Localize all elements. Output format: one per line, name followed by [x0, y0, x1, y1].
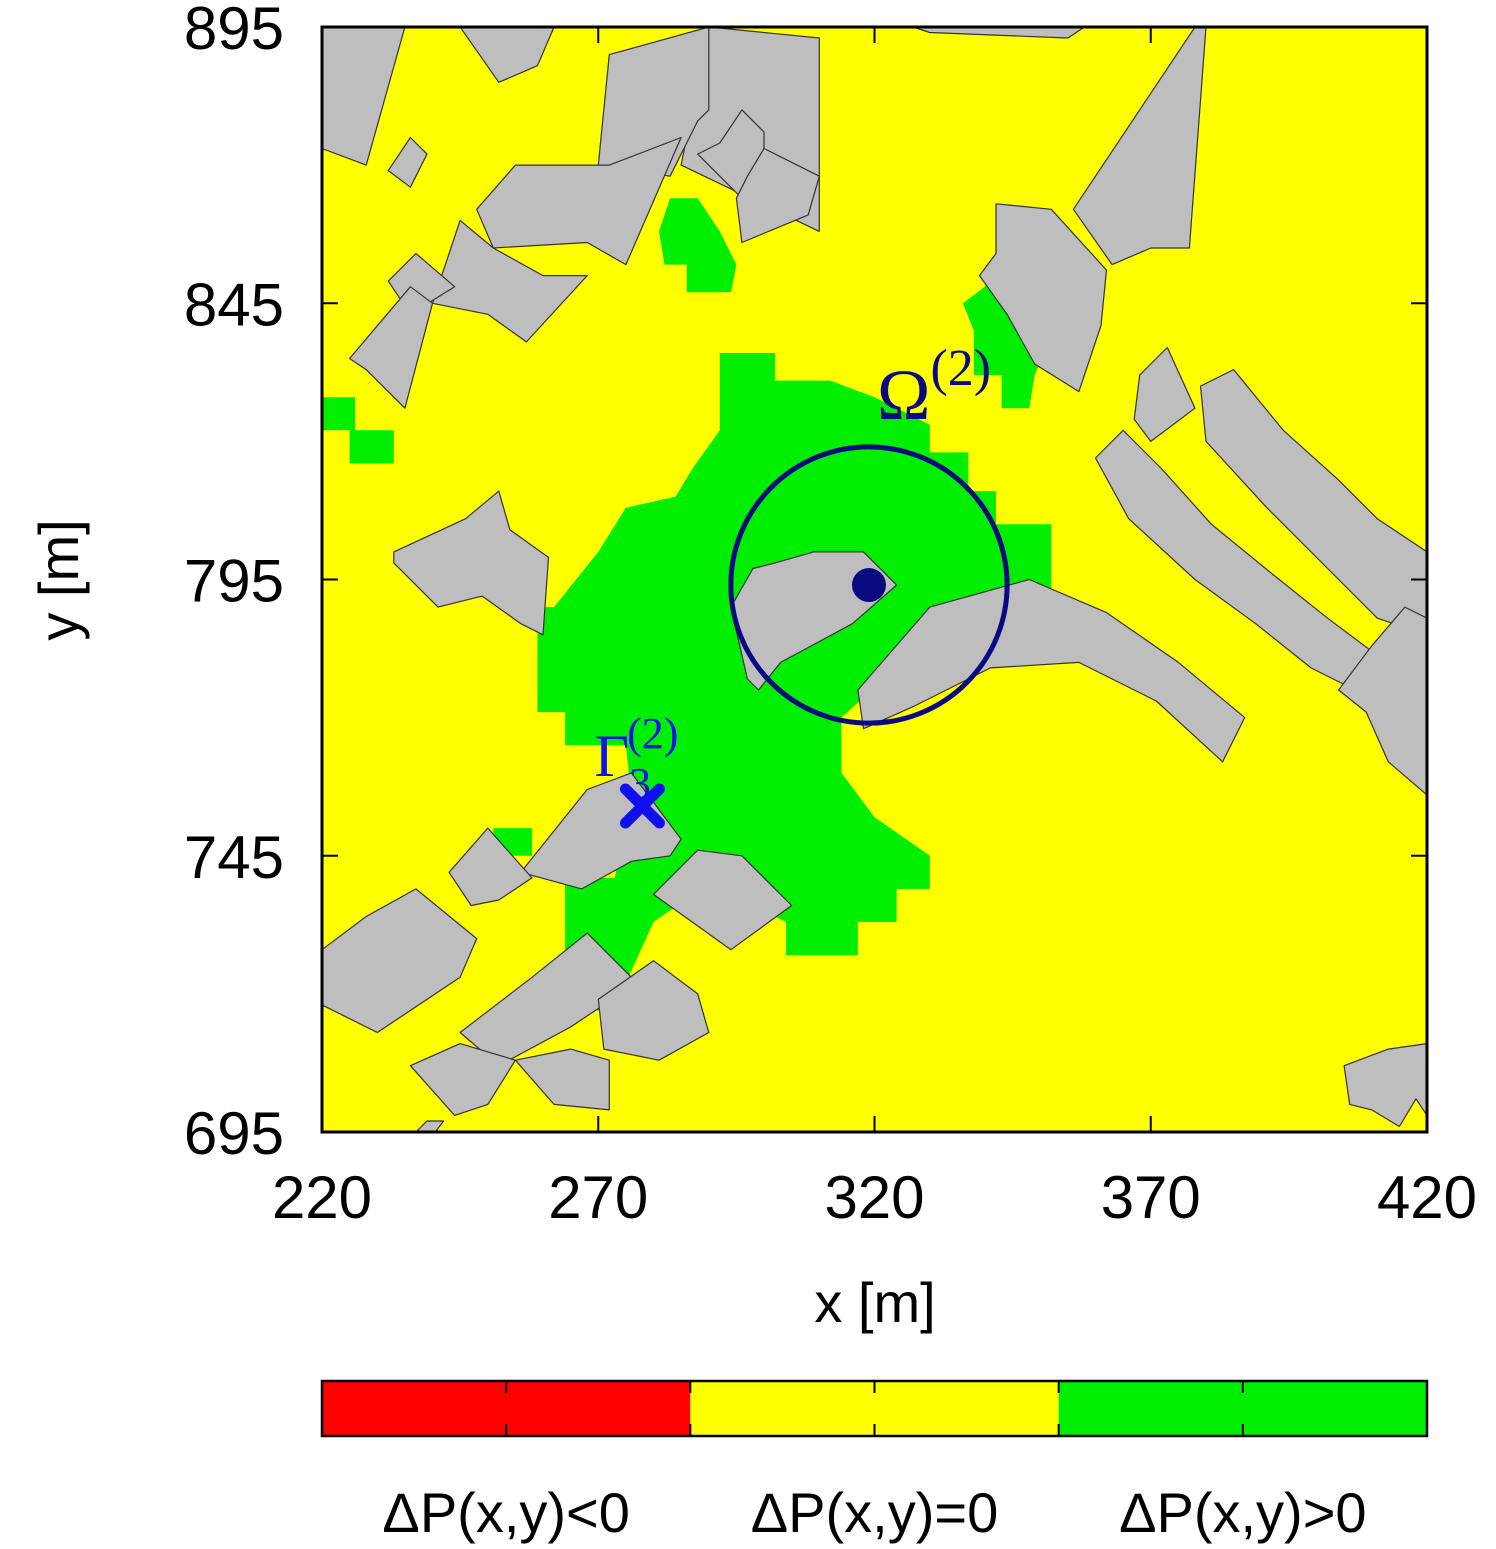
gamma-label: Γ3(2) — [594, 709, 678, 808]
receiver-cross-b — [619, 783, 665, 829]
gamma-base: Γ — [594, 723, 629, 789]
building-1 — [459, 27, 555, 83]
building-23 — [322, 888, 478, 1034]
building-20 — [857, 578, 1246, 763]
building-6 — [431, 219, 588, 343]
x-tick-label: 420 — [1377, 1164, 1477, 1231]
omega-base: Ω — [877, 355, 931, 435]
legend-label: ΔP(x,y)<0 — [382, 1481, 629, 1544]
receiver-marker — [619, 783, 665, 829]
annotation-layer — [619, 444, 1010, 829]
positive-patch-0 — [659, 198, 737, 293]
x-tick-label: 270 — [548, 1164, 648, 1231]
building-14 — [1133, 346, 1196, 442]
buildings-layer — [322, 27, 1427, 1132]
x-axis-title: x [m] — [814, 1271, 935, 1334]
y-tick-label: 745 — [184, 824, 284, 891]
building-29 — [415, 1120, 445, 1132]
y-axis-title: y [m] — [27, 519, 90, 640]
y-tick-label: 845 — [184, 271, 284, 338]
y-tick-label: 795 — [184, 548, 284, 615]
building-0 — [322, 27, 406, 166]
legend-labels: ΔP(x,y)<0 ΔP(x,y)=0 ΔP(x,y)>0 — [382, 1481, 1366, 1544]
building-10 — [735, 147, 820, 244]
omega-circle — [728, 444, 1010, 726]
x-tick-label: 370 — [1101, 1164, 1201, 1231]
building-25 — [409, 1042, 517, 1117]
building-2 — [387, 136, 428, 188]
x-tick-label: 320 — [824, 1164, 924, 1231]
building-12 — [1072, 27, 1207, 266]
building-15 — [1199, 369, 1427, 636]
source-point — [851, 568, 886, 603]
omega-label: Ω(2) — [877, 340, 991, 435]
building-26 — [514, 1048, 610, 1111]
building-27 — [597, 960, 710, 1061]
legend-colorbar — [320, 1379, 1429, 1438]
legend-label: ΔP(x,y)>0 — [1119, 1481, 1366, 1544]
building-13 — [978, 203, 1108, 393]
building-30 — [1343, 1042, 1427, 1128]
building-28 — [652, 849, 793, 951]
building-22 — [448, 827, 533, 907]
x-tick-label: 220 — [272, 1164, 372, 1231]
y-tick-label: 695 — [184, 1100, 284, 1167]
building-17 — [1337, 606, 1427, 796]
gamma-superscript: (2) — [627, 709, 678, 758]
building-5 — [476, 136, 682, 266]
building-19 — [393, 490, 550, 636]
building-8 — [349, 286, 434, 409]
gamma-subscript: 3 — [629, 759, 651, 808]
legend-label: ΔP(x,y)=0 — [751, 1481, 998, 1544]
axis-ticks: 220 270 320 370 420 695 745 795 845 895 — [184, 0, 1477, 1231]
positive-patch-2 — [322, 397, 394, 464]
y-tick-label: 895 — [184, 0, 284, 62]
omega-superscript: (2) — [930, 340, 991, 397]
